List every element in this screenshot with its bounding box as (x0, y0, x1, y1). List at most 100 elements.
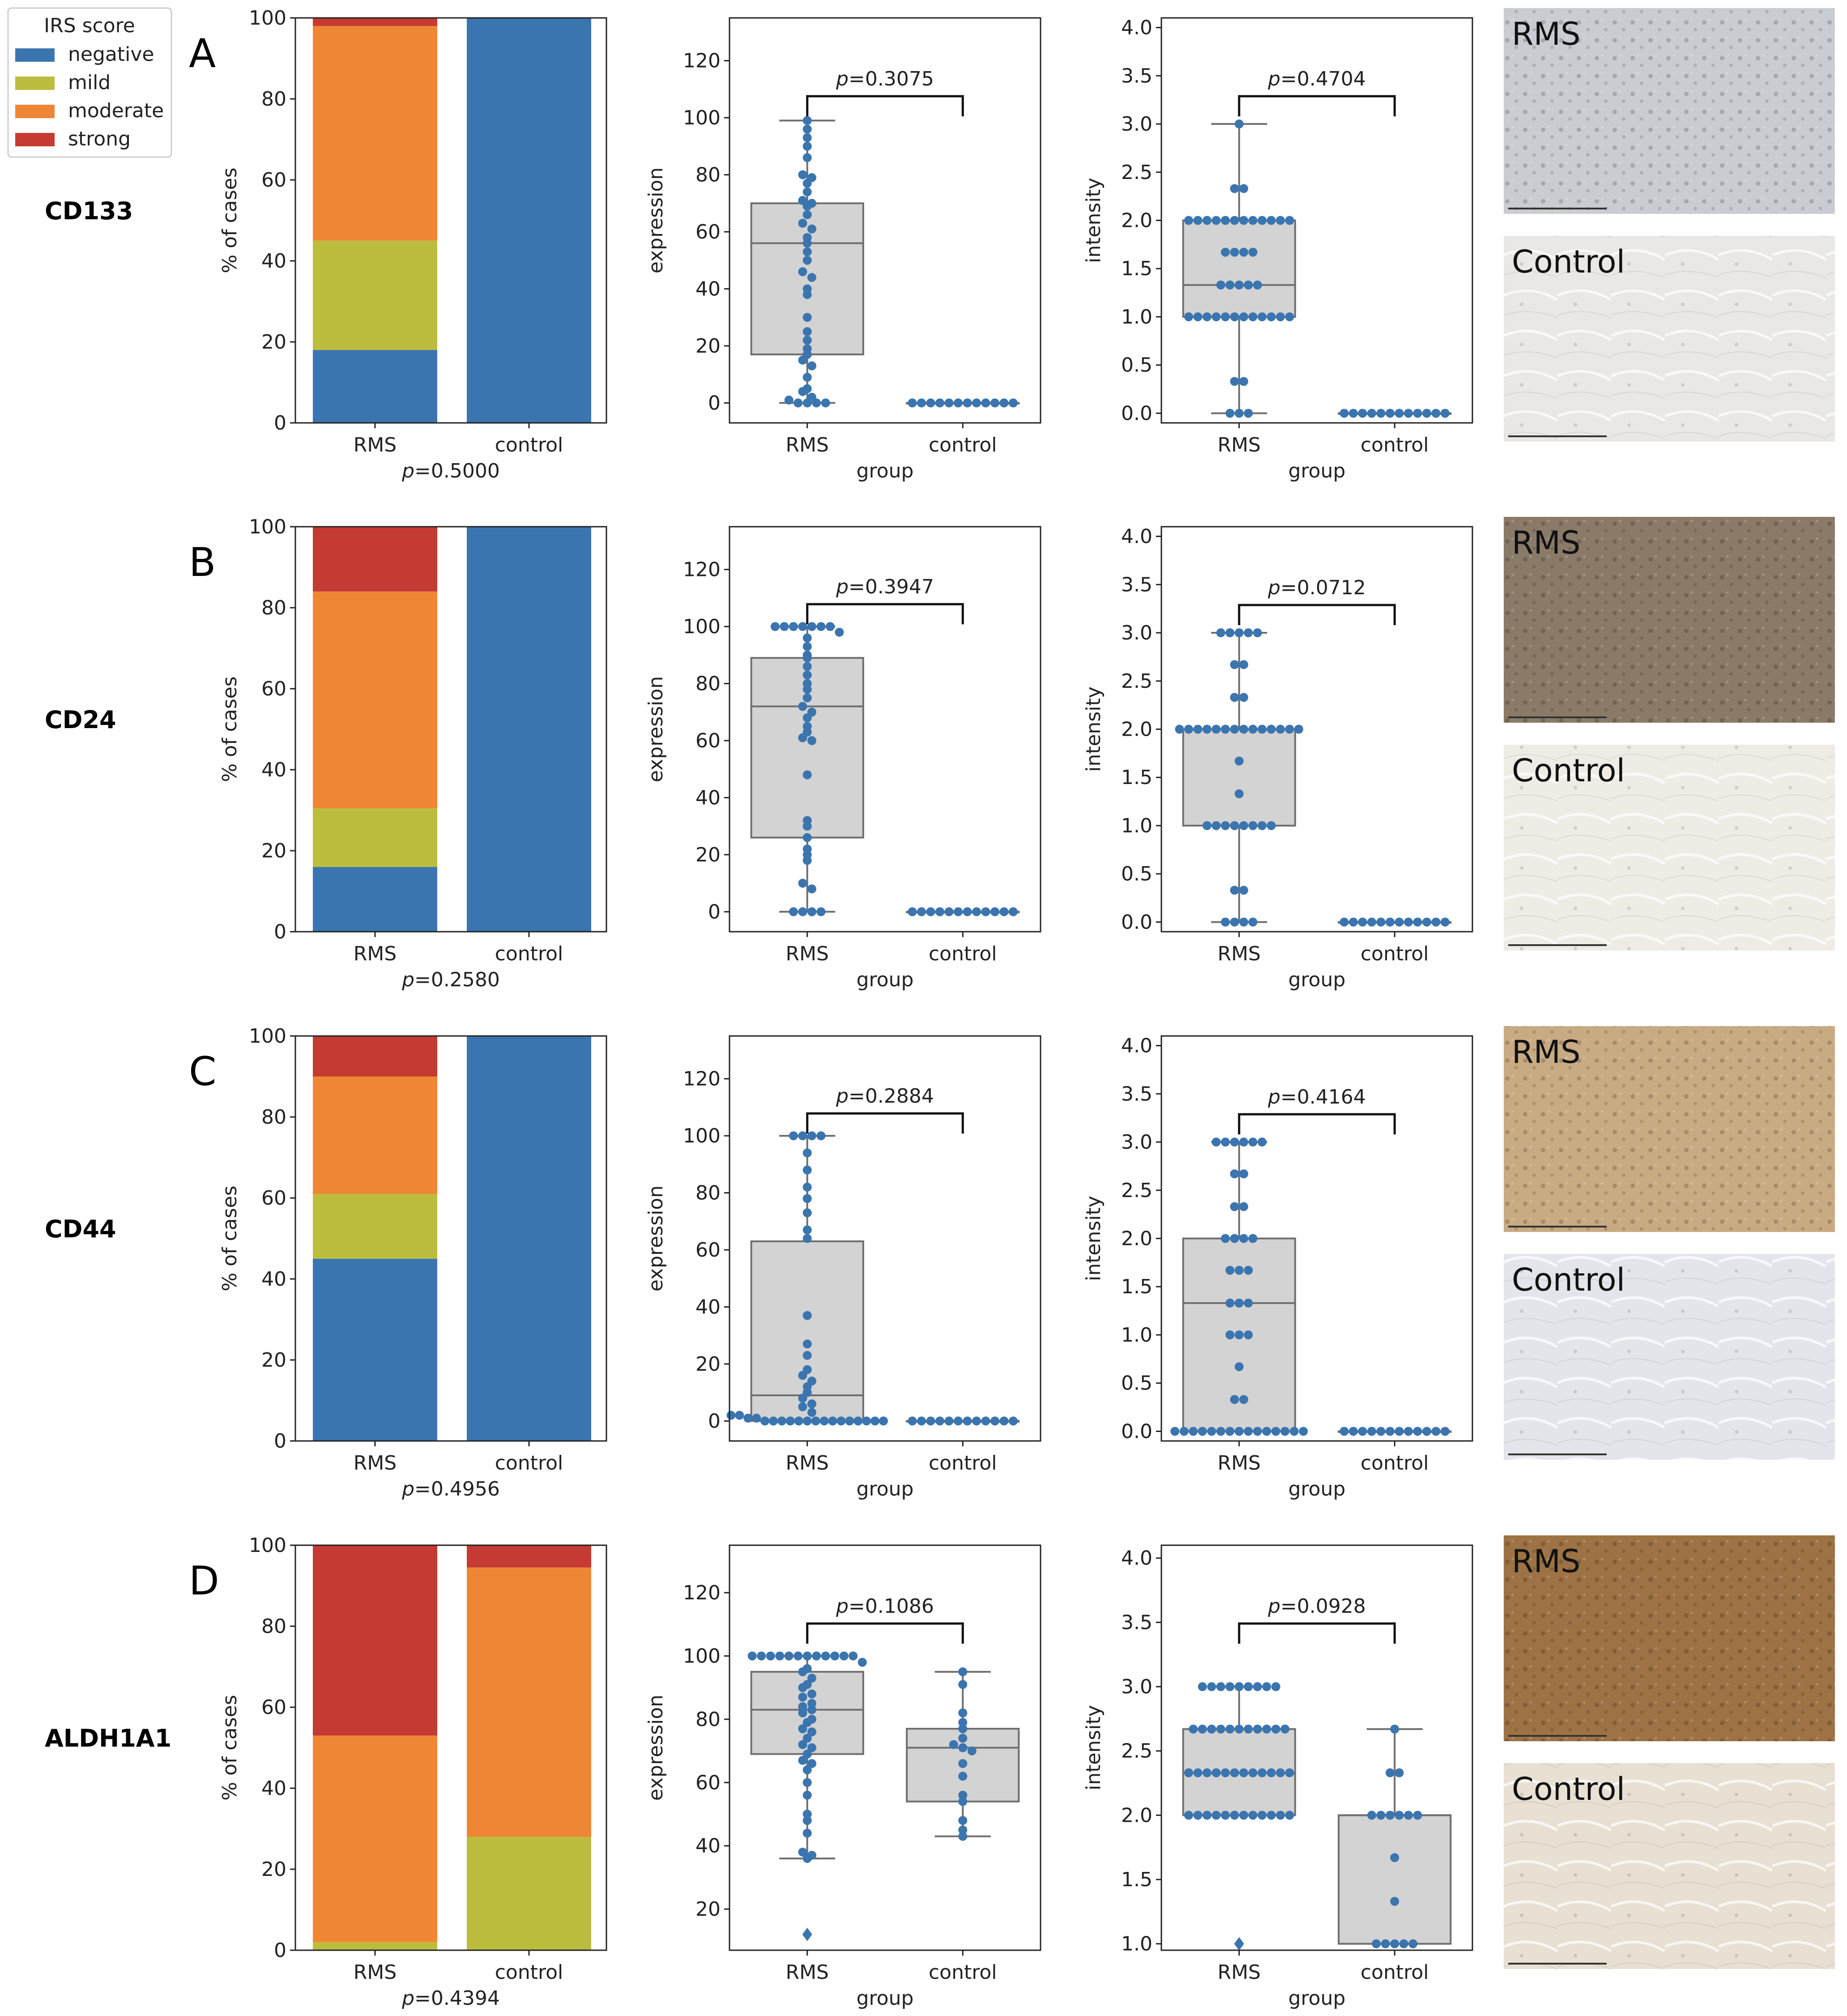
y-tick-label: 80 (695, 1182, 721, 1205)
data-point-RMS (802, 1749, 812, 1759)
y-tick-label: 2.5 (1121, 1740, 1152, 1763)
y-tick-label: 40 (695, 786, 721, 809)
expression-boxplot: p=0.2884 0 20 40 60 80 100 120 RMS control group ex… (644, 1035, 1041, 1500)
y-tick-label: 40 (261, 1268, 286, 1291)
data-point-RMS (793, 398, 803, 408)
data-point-RMS (1225, 1427, 1235, 1436)
data-point-RMS (1258, 1138, 1267, 1147)
data-point-control (1408, 1939, 1418, 1948)
data-point-RMS (1239, 1395, 1248, 1404)
box-RMS (1182, 728, 1296, 827)
y-tick-label: 1.0 (1121, 1324, 1152, 1347)
data-point-control (944, 1416, 954, 1426)
y-axis-label: % of cases (218, 1695, 241, 1800)
y-tick-label: 4.0 (1121, 525, 1152, 548)
data-point-control (1390, 1939, 1399, 1948)
data-point-RMS (1216, 1682, 1225, 1692)
data-point-control (1413, 409, 1422, 418)
data-point-RMS (1253, 1724, 1262, 1734)
y-axis-label: intensity (1082, 1705, 1105, 1790)
data-point-RMS (1239, 725, 1248, 734)
y-tick-label: 60 (261, 678, 286, 700)
y-tick-label: 60 (261, 1187, 286, 1210)
data-point-RMS (769, 1416, 778, 1426)
data-point-RMS (1198, 1724, 1207, 1734)
data-point-RMS (1258, 312, 1267, 321)
data-point-RMS (760, 1416, 770, 1426)
stacked-bar-chart: 0 20 40 60 80 100 RMS control % of cases p=0.2580 (218, 516, 607, 991)
data-point-RMS (812, 1651, 821, 1661)
data-point-RMS (802, 327, 812, 337)
marker-label: CD133 (45, 197, 133, 225)
data-point-RMS (802, 1790, 812, 1800)
intensity-boxplot: p=0.0928 1.0 1.5 2.0 2.5 3.0 3.5 4.0 RMS control g… (1082, 1544, 1473, 2010)
data-point-RMS (807, 1131, 816, 1141)
y-axis-label: % of cases (218, 676, 241, 782)
x-tick-label-control: control (1361, 942, 1429, 965)
data-point-RMS (1253, 280, 1262, 290)
data-point-RMS (802, 1208, 812, 1218)
data-point-RMS (1203, 725, 1211, 734)
bar-segment-RMS-moderate (313, 26, 437, 241)
data-point-RMS (1193, 1768, 1203, 1777)
y-tick-label: 2.0 (1121, 1228, 1152, 1250)
outlier-point-RMS (1234, 1937, 1244, 1951)
data-point-RMS (771, 622, 780, 631)
micrographs: RMS Control (1504, 8, 1835, 442)
data-point-RMS (807, 1727, 816, 1737)
data-point-RMS (1207, 1724, 1216, 1734)
data-point-control (1395, 917, 1404, 927)
data-point-RMS (812, 398, 821, 408)
data-point-RMS (845, 1416, 854, 1426)
data-point-RMS (1271, 1682, 1280, 1692)
data-point-RMS (1262, 1724, 1271, 1734)
bar-segment-RMS-moderate (313, 1076, 437, 1194)
data-point-RMS (1221, 1234, 1230, 1243)
data-point-RMS (1221, 1138, 1230, 1147)
data-point-RMS (802, 1854, 812, 1863)
data-point-control (1404, 409, 1413, 418)
x-axis-label: group (857, 460, 914, 482)
data-point-RMS (1221, 1768, 1230, 1777)
data-point-RMS (1193, 725, 1203, 734)
data-point-RMS (798, 1702, 807, 1711)
legend-swatch-negative (15, 48, 55, 62)
data-point-RMS (752, 1414, 761, 1423)
data-point-control (908, 1416, 917, 1426)
x-axis-label: group (1288, 460, 1346, 482)
data-point-RMS (826, 622, 835, 631)
data-point-RMS (1244, 1724, 1253, 1734)
data-point-RMS (1244, 628, 1253, 638)
data-point-RMS (1239, 1234, 1248, 1243)
data-point-RMS (821, 1651, 830, 1661)
data-point-control (1358, 409, 1367, 418)
x-tick-label-RMS: RMS (1218, 1961, 1261, 1984)
data-point-control (1431, 409, 1441, 418)
bar-segment-RMS-negative (313, 350, 437, 423)
y-tick-label: 20 (261, 1349, 286, 1372)
data-point-control (1422, 917, 1431, 927)
data-point-RMS (1221, 216, 1230, 225)
rms-image-label: RMS (1512, 1543, 1580, 1580)
legend-swatch-strong (15, 133, 55, 146)
data-point-control (1376, 1811, 1386, 1820)
significance-bracket (806, 1622, 964, 1644)
data-point-control (963, 907, 972, 916)
data-point-RMS (802, 179, 812, 188)
y-tick-label: 20 (695, 844, 721, 866)
data-point-RMS (1225, 1724, 1235, 1734)
data-point-RMS (784, 396, 793, 405)
data-point-RMS (802, 653, 812, 663)
data-point-RMS (798, 355, 807, 365)
data-point-RMS (1248, 216, 1258, 225)
data-point-RMS (802, 713, 812, 723)
data-point-RMS (1248, 1234, 1258, 1243)
expression-boxplot: p=0.3947 0 20 40 60 80 100 120 RMS control group ex… (644, 526, 1041, 991)
x-tick-label-RMS: RMS (354, 434, 397, 456)
legend-swatch-moderate (15, 105, 55, 118)
significance-bracket (806, 603, 964, 625)
x-axis-label: group (1288, 968, 1346, 991)
data-point-control (958, 1708, 968, 1718)
data-point-control (935, 1416, 944, 1426)
data-point-control (926, 398, 935, 408)
